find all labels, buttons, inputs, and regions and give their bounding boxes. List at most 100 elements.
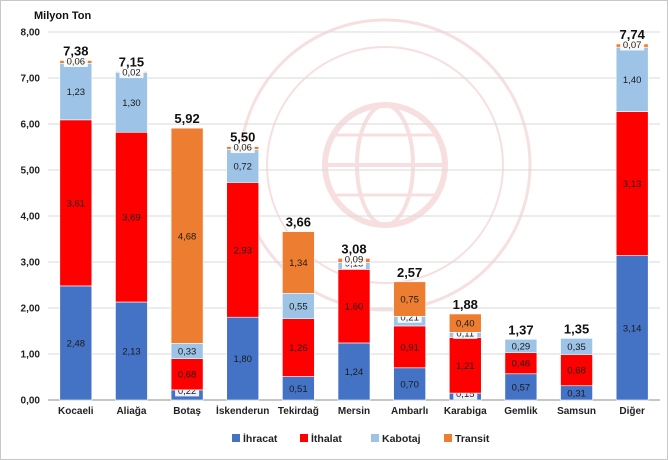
bar-segment-ihracat xyxy=(59,285,93,401)
segment-value-label: 0,31 xyxy=(567,388,586,399)
segment-value-label: 0,51 xyxy=(289,384,308,395)
y-tick-label: 2,00 xyxy=(21,304,41,315)
legend-label: İhracat xyxy=(243,432,278,445)
segment-value-label: 0,68 xyxy=(178,370,197,381)
segment-value-label: 4,68 xyxy=(178,231,197,242)
bar-segment-ithalat xyxy=(560,354,593,387)
segment-label-bg xyxy=(342,253,366,265)
legend-label: İthalat xyxy=(311,432,342,445)
y-axis-ticks: 0,00 1,00 2,00 3,00 4,00 5,00 6,00 7,00 8,00 xyxy=(21,28,41,407)
x-category-label: Diğer xyxy=(619,406,645,417)
y-tick-label: 0,00 xyxy=(21,396,41,407)
segment-value-label: 1,21 xyxy=(456,361,475,372)
bar-segment-ithalat xyxy=(170,358,204,391)
segment-value-label: 0,40 xyxy=(456,319,475,330)
bar-total-label: 7,15 xyxy=(119,55,144,70)
bar-total-label: 2,57 xyxy=(397,265,422,280)
x-category-label: Karabiga xyxy=(444,406,487,417)
segment-value-label: 0,29 xyxy=(512,341,531,352)
x-axis-categories: Kocaeli Aliağa Botaş İskenderun Tekirdağ Mers… xyxy=(58,404,645,417)
bar-segment-ihracat xyxy=(337,342,371,401)
segment-value-label: 3,14 xyxy=(623,323,642,334)
y-tick-label: 6,00 xyxy=(21,120,41,131)
legend: İhracat İthalat Kabotaj Transit xyxy=(232,432,490,445)
segment-value-label: 2,13 xyxy=(122,347,141,358)
segment-value-label: 0,11 xyxy=(456,328,474,339)
legend-label: Transit xyxy=(455,433,490,445)
bar-segment-transit xyxy=(170,127,204,344)
legend-swatch xyxy=(444,434,452,442)
bar-segment-ihracat xyxy=(393,367,426,401)
y-tick-label: 1,00 xyxy=(21,350,41,361)
segment-value-label: 1,40 xyxy=(623,75,642,86)
segment-value-label: 1,26 xyxy=(289,343,308,354)
segment-value-label: 0,57 xyxy=(512,382,531,393)
x-category-label: Aliağa xyxy=(116,406,146,417)
segment-value-label: 3,61 xyxy=(67,198,86,209)
x-category-label: Botaş xyxy=(173,406,201,417)
segment-value-label: 0,46 xyxy=(512,359,531,370)
bar-segment-ithalat xyxy=(59,119,93,287)
segment-value-label: 1,34 xyxy=(289,258,308,269)
segment-value-label: 3,69 xyxy=(122,213,141,224)
legend-swatch xyxy=(371,434,379,442)
segment-value-label: 0,72 xyxy=(233,161,252,172)
y-axis-title: Milyon Ton xyxy=(34,10,92,22)
segment-value-label: 3,13 xyxy=(623,179,642,190)
segment-value-label: 1,30 xyxy=(122,98,141,109)
segment-value-label: 1,60 xyxy=(345,302,364,313)
bar-segment-kabotaj xyxy=(560,338,593,355)
segment-value-label: 0,35 xyxy=(567,342,586,353)
segment-value-label: 1,80 xyxy=(233,354,252,365)
segment-value-label: 0,09 xyxy=(345,254,364,265)
legend-swatch xyxy=(300,434,308,442)
bar-segment-ithalat xyxy=(615,111,649,256)
segment-label-bg xyxy=(230,142,255,154)
bar-segment-transit xyxy=(393,281,426,317)
segment-label-bg xyxy=(119,67,144,79)
bar-segment-transit xyxy=(448,313,482,333)
segment-value-label: 0,07 xyxy=(623,40,642,51)
y-tick-label: 3,00 xyxy=(21,258,41,269)
segment-value-label: 0,91 xyxy=(400,342,419,353)
bar-total-label: 3,08 xyxy=(341,241,366,256)
bar-segment-ihracat xyxy=(115,301,148,401)
segment-value-label: 2,93 xyxy=(233,245,252,256)
bar-total-label: 1,37 xyxy=(508,322,533,337)
segment-value-label: 0,55 xyxy=(289,301,308,312)
segment-value-label: 1,24 xyxy=(345,367,364,378)
bar-total-label: 1,88 xyxy=(453,297,478,312)
segment-value-label: 0,06 xyxy=(233,143,252,154)
x-category-label: Tekirdağ xyxy=(278,406,319,417)
y-tick-label: 5,00 xyxy=(21,166,41,177)
x-category-label: Ambarlı xyxy=(391,406,428,417)
x-category-label: Gemlik xyxy=(504,406,538,417)
bar-segment-kabotaj xyxy=(615,46,649,112)
x-category-label: Mersin xyxy=(338,406,370,417)
bar-segment-ihracat xyxy=(226,316,260,401)
bar-segment-kabotaj xyxy=(59,62,93,121)
y-tick-label: 7,00 xyxy=(21,74,41,85)
bar-segment-transit xyxy=(282,231,315,294)
legend-label: Kabotaj xyxy=(382,433,421,445)
y-tick-label: 4,00 xyxy=(21,212,41,223)
bar-segment-ithalat xyxy=(393,325,426,369)
bar-segment-ithalat xyxy=(226,182,260,318)
segment-value-label: 0,15 xyxy=(456,389,475,400)
segment-label-bg xyxy=(63,56,88,68)
x-category-label: Samsun xyxy=(557,406,596,417)
segment-label-bg xyxy=(453,327,478,339)
bar-total-label: 5,50 xyxy=(230,130,255,145)
bar-total-label: 3,66 xyxy=(286,215,311,230)
bar-segment-ithalat xyxy=(337,269,371,344)
legend-swatch xyxy=(232,434,240,442)
x-category-label: Kocaeli xyxy=(58,406,94,417)
segment-value-label: 0,02 xyxy=(122,68,141,79)
y-tick-label: 8,00 xyxy=(21,28,41,39)
segment-value-label: 0,70 xyxy=(400,379,419,390)
bar-total-label: 7,74 xyxy=(620,27,646,42)
bar-segment-kabotaj xyxy=(115,72,148,133)
segment-value-label: 1,23 xyxy=(67,87,86,98)
bar-segment-ithalat xyxy=(115,131,148,303)
